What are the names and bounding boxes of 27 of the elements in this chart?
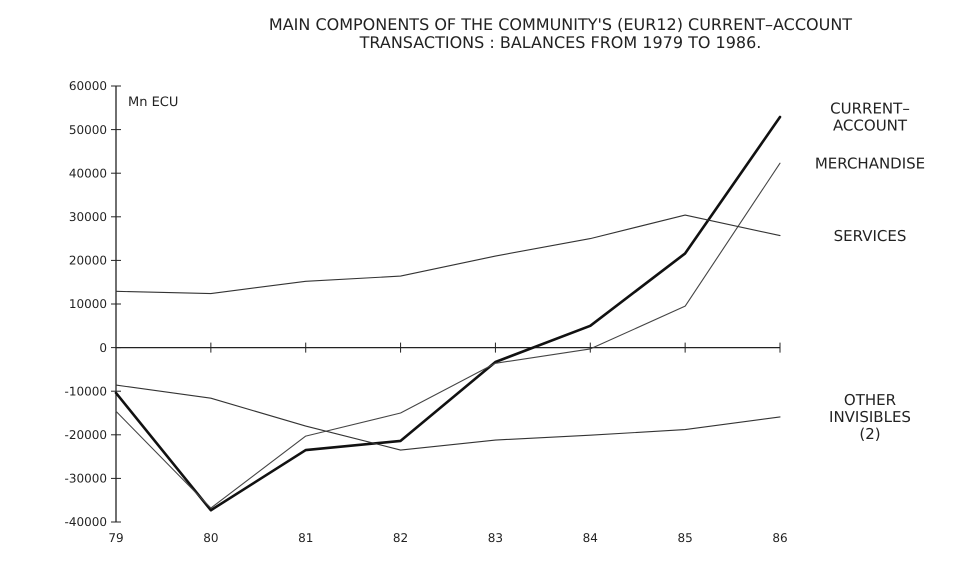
x-tick-label: 86 [772,531,788,545]
x-tick-label: 81 [298,531,314,545]
text: OTHER INVISIBLES (2) [829,391,911,444]
y-tick-label: 40000 [68,166,107,180]
y-tick-label: -10000 [64,384,107,398]
x-tick-label: 83 [488,531,504,545]
text: MERCHANDISE [814,154,926,172]
y-tick-label: 60000 [68,79,107,94]
x-tick-label: 85 [678,531,693,545]
y-tick-label: 50000 [68,122,107,137]
x-tick-label: 80 [203,531,218,545]
y-tick-label: -40000 [64,515,107,530]
text: SERVICES [834,226,906,245]
x-tick-label: 84 [582,531,598,545]
chart-title: MAIN COMPONENTS OF THE COMMUNITY'S (EUR12) CURRENT–ACCOUNT TRANSACTIONS : BALANCES FROM 1979 TO 1986. [268,15,852,52]
y-axis-title: Mn ECU [128,95,178,110]
line-series [115,214,781,294]
line-series [115,384,781,451]
y-tick-label: -20000 [64,428,107,442]
y-tick-label: 30000 [68,210,107,224]
y-tick-label: 10000 [68,297,107,312]
y-tick-label: 0 [99,340,107,355]
text: CURRENT–ACCOUNT [830,100,910,135]
x-tick-label: 82 [392,531,408,545]
x-tick-label: 79 [108,531,124,545]
y-tick-label: -30000 [64,472,107,486]
y-tick-label: 20000 [68,254,107,268]
